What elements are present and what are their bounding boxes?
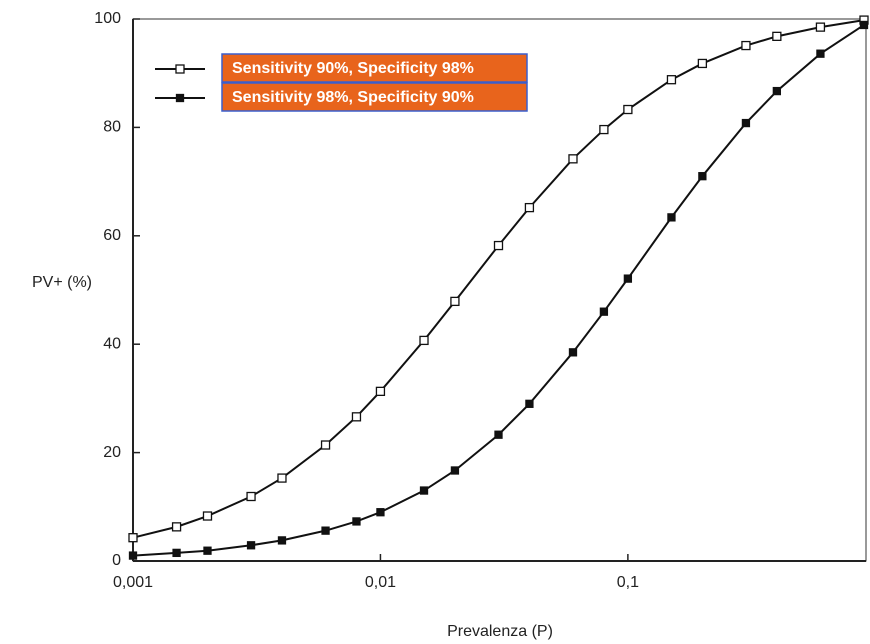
data-point bbox=[525, 399, 534, 408]
data-point bbox=[277, 536, 287, 545]
data-point bbox=[419, 486, 429, 495]
data-point bbox=[351, 412, 362, 422]
data-point bbox=[524, 202, 535, 213]
data-point bbox=[623, 274, 633, 283]
data-point bbox=[698, 172, 707, 181]
legend-label: Sensitivity 98%, Specificity 90% bbox=[232, 89, 474, 106]
data-point bbox=[450, 296, 460, 307]
data-point bbox=[772, 31, 782, 41]
data-point bbox=[568, 348, 578, 357]
data-point bbox=[203, 546, 212, 555]
data-point bbox=[697, 58, 708, 69]
data-point bbox=[376, 508, 385, 517]
data-point bbox=[666, 75, 677, 85]
y-tick-label: 40 bbox=[103, 335, 121, 352]
data-point bbox=[741, 40, 751, 51]
data-point bbox=[352, 517, 361, 526]
y-tick-label: 20 bbox=[103, 444, 121, 461]
data-point bbox=[859, 20, 869, 30]
legend-marker bbox=[175, 93, 185, 103]
data-point bbox=[623, 104, 633, 115]
data-point bbox=[816, 49, 825, 58]
data-point bbox=[494, 430, 503, 439]
data-point bbox=[320, 440, 331, 450]
legend-box bbox=[221, 53, 528, 83]
data-point bbox=[599, 307, 609, 316]
data-point bbox=[375, 386, 386, 397]
x-tick-label: 0,01 bbox=[365, 574, 396, 591]
data-point bbox=[321, 526, 330, 535]
data-point bbox=[171, 522, 182, 532]
x-axis-label: Prevalenza (P) bbox=[447, 623, 553, 640]
data-point bbox=[128, 533, 138, 543]
legend-box bbox=[221, 82, 528, 112]
y-tick-label: 0 bbox=[112, 552, 121, 569]
data-point bbox=[202, 511, 213, 521]
data-point bbox=[493, 240, 504, 251]
y-tick-label: 60 bbox=[103, 227, 121, 244]
legend-marker bbox=[175, 64, 185, 74]
data-point bbox=[815, 22, 826, 32]
data-point bbox=[599, 124, 609, 135]
data-point bbox=[450, 466, 460, 475]
data-point bbox=[772, 86, 782, 96]
data-point bbox=[741, 118, 751, 128]
data-point bbox=[667, 213, 676, 222]
data-point bbox=[277, 473, 287, 483]
data-point bbox=[246, 541, 256, 550]
x-tick-label: 0,001 bbox=[113, 574, 153, 591]
x-tick-label: 0,1 bbox=[617, 574, 639, 591]
data-point bbox=[128, 551, 138, 560]
y-tick-label: 80 bbox=[103, 119, 121, 136]
y-tick-label: 100 bbox=[94, 10, 121, 27]
y-axis-label: PV+ (%) bbox=[32, 274, 92, 291]
data-point bbox=[172, 548, 181, 558]
data-point bbox=[568, 154, 578, 164]
data-point bbox=[419, 335, 429, 346]
legend-label: Sensitivity 90%, Specificity 98% bbox=[232, 60, 474, 77]
data-point bbox=[246, 491, 256, 502]
